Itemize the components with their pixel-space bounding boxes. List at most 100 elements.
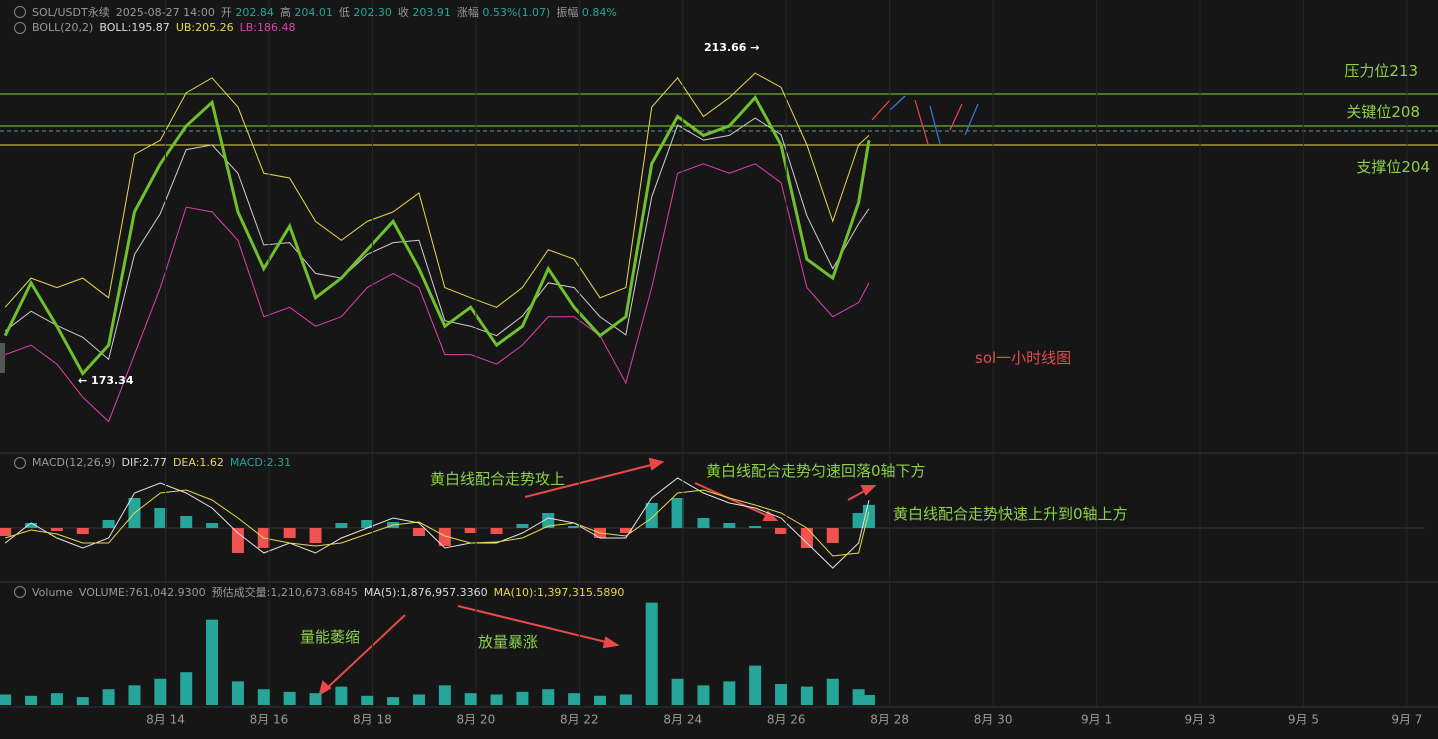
datetime: 2025-08-27 14:00 [115, 5, 215, 19]
series-line [4, 477, 870, 569]
series-line [4, 117, 870, 361]
volume-bar [206, 619, 219, 705]
volume-bar [852, 689, 865, 705]
x-tick-label: 8月 16 [250, 713, 289, 727]
volume-bar [76, 697, 89, 705]
projection [871, 95, 979, 145]
histogram-bar [490, 528, 503, 534]
x-tick-label: 9月 7 [1391, 713, 1422, 727]
volume-bar [283, 691, 296, 705]
value: 0.84% [581, 6, 617, 19]
histogram-bar [438, 528, 451, 546]
histogram-bar [749, 526, 762, 528]
histogram-bar [50, 528, 63, 531]
histogram-bar [0, 528, 12, 536]
histogram-bar [826, 528, 839, 543]
volume-bar [154, 678, 167, 705]
histogram-bar [154, 508, 167, 528]
label: 收 [397, 6, 409, 19]
histogram-bar [206, 523, 219, 528]
volume-bar [542, 689, 555, 705]
histogram-bar [645, 503, 658, 528]
value: 0.53%(1.07) [482, 6, 551, 19]
value: 202.84 [235, 6, 274, 19]
histogram-bar [516, 524, 529, 528]
volume-bar [387, 697, 400, 705]
x-tick-label: 8月 22 [560, 713, 599, 727]
value: 预估成交量:1,210,673.6845 [211, 586, 358, 599]
boll-legend: BOLL(20,2) BOLL:195.87 UB:205.26 LB:186.… [14, 21, 295, 34]
x-tick-label: 8月 20 [456, 713, 495, 727]
volume-bar [697, 685, 710, 705]
volume-bar [128, 685, 141, 705]
histogram-bar [309, 528, 322, 543]
histogram-bar [800, 528, 813, 548]
x-tick-label: 8月 24 [663, 713, 702, 727]
volume-bar [412, 694, 425, 705]
volume-bar [826, 678, 839, 705]
histogram-bar [361, 520, 374, 528]
volume-bar [361, 695, 374, 705]
volume-bar [231, 681, 244, 705]
high-marker: 213.66 → [704, 41, 760, 54]
label: 振幅 [556, 6, 579, 19]
volume-bar [671, 678, 684, 705]
histogram-bar [25, 523, 38, 528]
indicator-name: MACD(12,26,9) [32, 456, 116, 469]
arrows [318, 457, 877, 697]
volume-bar [50, 693, 63, 705]
label: 开 [220, 6, 232, 19]
volume-bar [749, 665, 762, 705]
series-line [5, 163, 870, 423]
volume-bar [0, 694, 12, 705]
series-line [3, 94, 871, 377]
histogram-bar [542, 513, 555, 528]
x-tick-label: 8月 30 [974, 713, 1013, 727]
annotation: 黄白线配合走势攻上 [430, 470, 566, 488]
histogram-bar [619, 528, 632, 533]
value: UB:205.26 [175, 21, 234, 34]
volume-bar [800, 686, 813, 705]
value: 203.91 [412, 6, 451, 19]
volume-bar [25, 695, 38, 705]
label: 涨幅 [456, 6, 479, 19]
annotation: 关键位208 [1346, 103, 1420, 121]
volume-bar [490, 694, 503, 705]
histogram-bar [671, 498, 684, 528]
annotation: 黄白线配合走势匀速回落0轴下方 [706, 462, 926, 480]
volume-bar [516, 691, 529, 705]
volume-legend: Volume VOLUME:761,042.9300 预估成交量:1,210,6… [14, 584, 624, 600]
indicator-name: BOLL(20,2) [32, 21, 94, 34]
series-line [4, 72, 870, 308]
annotation: 压力位213 [1344, 62, 1418, 80]
side-handle[interactable] [0, 343, 5, 373]
value: DEA:1.62 [172, 456, 224, 469]
histogram-bar [335, 523, 348, 528]
volume-bar [335, 686, 348, 705]
x-tick-label: 9月 5 [1288, 713, 1319, 727]
low-marker: ← 173.34 [78, 374, 134, 387]
volume-bar [862, 695, 875, 705]
x-tick-label: 8月 28 [870, 713, 909, 727]
histogram-bar [180, 516, 193, 528]
value: MA(5):1,876,957.3360 [363, 585, 488, 599]
volume-bar [102, 689, 115, 705]
annotation: 黄白线配合走势快速上升到0轴上方 [893, 505, 1128, 523]
indicator-name: Volume [32, 585, 73, 599]
histogram-bar [283, 528, 296, 538]
label: 低 [338, 6, 350, 19]
x-tick-label: 8月 26 [767, 713, 806, 727]
value: MA(10):1,397,315.5890 [493, 585, 625, 599]
x-tick-label: 9月 1 [1081, 713, 1112, 727]
volume-bar [619, 694, 632, 705]
volume-bar [438, 685, 451, 705]
value: MACD:2.31 [229, 456, 292, 469]
ohlc-legend: SOL/USDT永续 2025-08-27 14:00 开 202.84 高 2… [14, 4, 617, 20]
volume-bar [257, 689, 270, 705]
series-line [5, 489, 870, 557]
annotation: 量能萎缩 [300, 628, 361, 646]
volume-bar [309, 693, 322, 705]
histogram-bar [102, 520, 115, 528]
